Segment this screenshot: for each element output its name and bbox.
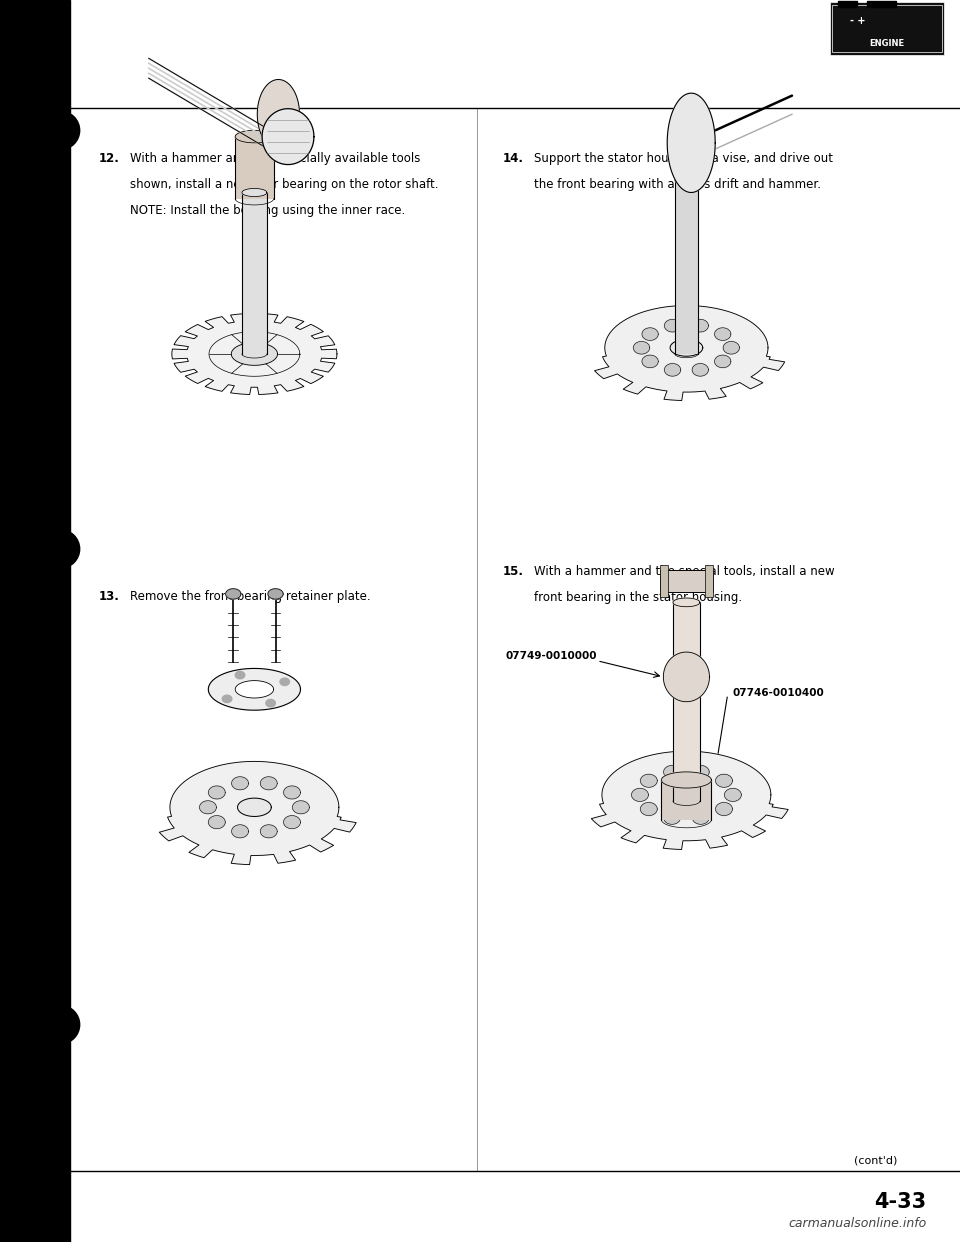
Polygon shape (280, 678, 290, 686)
Polygon shape (714, 328, 731, 340)
Polygon shape (594, 306, 784, 400)
Text: 13.: 13. (99, 590, 120, 602)
Polygon shape (231, 776, 249, 790)
Polygon shape (725, 789, 741, 801)
Bar (660, 570, 712, 592)
Polygon shape (237, 799, 272, 816)
Polygon shape (260, 776, 277, 790)
Polygon shape (283, 786, 300, 799)
Polygon shape (235, 681, 274, 698)
Circle shape (49, 1010, 72, 1040)
Text: With a hammer and commercially available tools: With a hammer and commercially available… (130, 152, 420, 164)
Text: ENGINE: ENGINE (870, 39, 904, 47)
Polygon shape (664, 319, 681, 332)
Text: 07749-0010000: 07749-0010000 (506, 651, 597, 661)
Polygon shape (673, 599, 700, 606)
Text: Support the stator housing in a vise, and drive out: Support the stator housing in a vise, an… (534, 152, 832, 164)
Polygon shape (591, 751, 788, 850)
Polygon shape (663, 765, 681, 779)
Polygon shape (293, 801, 309, 814)
Polygon shape (231, 343, 277, 365)
Text: NOTE: Install the bearing using the inner race.: NOTE: Install the bearing using the inne… (130, 204, 405, 216)
Polygon shape (692, 765, 709, 779)
Polygon shape (172, 313, 337, 395)
Polygon shape (235, 672, 245, 679)
Text: 14.: 14. (503, 152, 524, 164)
Text: carmanualsonline.info: carmanualsonline.info (788, 1217, 926, 1230)
Polygon shape (692, 364, 708, 376)
Text: shown, install a new rear bearing on the rotor shaft.: shown, install a new rear bearing on the… (130, 178, 438, 190)
Polygon shape (235, 130, 274, 143)
Ellipse shape (41, 530, 80, 568)
Bar (832, 5, 942, 52)
Polygon shape (208, 786, 226, 799)
Polygon shape (266, 699, 276, 707)
Polygon shape (723, 342, 739, 354)
Polygon shape (669, 786, 704, 804)
Bar (660, 565, 668, 597)
Bar (661, 780, 711, 820)
Polygon shape (661, 773, 711, 787)
Polygon shape (226, 589, 241, 599)
Polygon shape (670, 339, 703, 356)
Polygon shape (680, 154, 703, 191)
Text: front bearing in the stator housing.: front bearing in the stator housing. (534, 591, 742, 604)
Bar (867, 1, 896, 7)
Polygon shape (663, 811, 681, 825)
Polygon shape (714, 355, 731, 368)
Text: the front bearing with a brass drift and hammer.: the front bearing with a brass drift and… (534, 178, 821, 190)
Polygon shape (231, 825, 249, 838)
Bar (838, 1, 857, 7)
Polygon shape (640, 774, 658, 787)
Text: - +: - + (850, 16, 865, 26)
Polygon shape (242, 189, 267, 196)
Ellipse shape (41, 112, 80, 149)
Bar (235, 137, 274, 199)
Polygon shape (663, 652, 709, 702)
Polygon shape (632, 789, 648, 801)
Bar (675, 180, 698, 354)
Polygon shape (664, 364, 681, 376)
Circle shape (49, 116, 72, 145)
Polygon shape (634, 342, 650, 354)
Polygon shape (200, 801, 216, 814)
Text: 15.: 15. (503, 565, 524, 578)
Text: Remove the front bearing retainer plate.: Remove the front bearing retainer plate. (130, 590, 371, 602)
Polygon shape (642, 355, 659, 368)
Bar (0, 0, 70, 1242)
Polygon shape (692, 319, 708, 332)
Polygon shape (257, 79, 300, 149)
Polygon shape (715, 802, 732, 816)
Polygon shape (715, 774, 732, 787)
Text: (cont'd): (cont'd) (854, 1155, 898, 1165)
Text: 07746-0010400: 07746-0010400 (732, 688, 825, 698)
Polygon shape (208, 816, 226, 828)
Polygon shape (692, 811, 709, 825)
Text: 12.: 12. (99, 152, 120, 164)
Polygon shape (208, 668, 300, 710)
Polygon shape (640, 802, 658, 816)
Polygon shape (260, 825, 277, 838)
Polygon shape (283, 816, 300, 828)
Text: With a hammer and the special tools, install a new: With a hammer and the special tools, ins… (534, 565, 834, 578)
Polygon shape (667, 93, 715, 193)
Bar (830, 2, 944, 55)
Bar (242, 193, 267, 354)
Polygon shape (675, 176, 698, 184)
Polygon shape (223, 696, 232, 703)
Polygon shape (262, 109, 314, 164)
Text: 4-33: 4-33 (875, 1192, 926, 1212)
Circle shape (49, 534, 72, 564)
Bar (705, 565, 712, 597)
Polygon shape (159, 761, 356, 864)
Polygon shape (642, 328, 659, 340)
Ellipse shape (41, 1006, 80, 1043)
Polygon shape (268, 589, 283, 599)
Bar (673, 602, 700, 801)
